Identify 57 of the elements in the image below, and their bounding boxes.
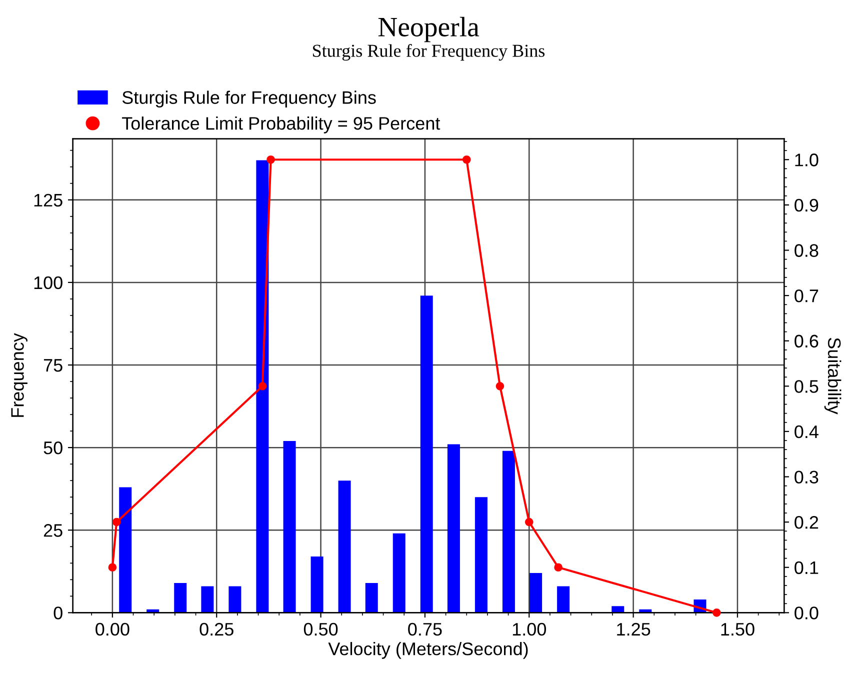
bar bbox=[256, 160, 269, 613]
point bbox=[712, 608, 721, 617]
bar bbox=[201, 586, 214, 613]
point bbox=[554, 563, 562, 572]
bar bbox=[447, 444, 460, 613]
y-tick-label: 25 bbox=[44, 524, 62, 537]
x-tick-label: 1.00 bbox=[512, 622, 546, 636]
y-tick-label: 100 bbox=[34, 276, 62, 290]
y2-tick-label: 0.0 bbox=[794, 606, 818, 620]
y2-tick-label: 0.2 bbox=[794, 516, 818, 529]
x-tick-label: 0.00 bbox=[96, 622, 130, 636]
point bbox=[524, 518, 534, 526]
y2-tick-label: 0.6 bbox=[794, 334, 818, 348]
bar bbox=[310, 556, 324, 613]
y2-tick-label: 0.7 bbox=[794, 289, 818, 302]
point bbox=[112, 518, 121, 526]
y2-tick-label: 0.1 bbox=[794, 561, 818, 574]
x-tick-label: 0.75 bbox=[408, 622, 442, 636]
y2-tick-label: 0.5 bbox=[794, 380, 818, 393]
bar bbox=[283, 440, 296, 613]
point bbox=[108, 563, 117, 572]
chart-subtitle: Sturgis Rule for Frequency Bins bbox=[313, 44, 545, 61]
point bbox=[462, 155, 471, 164]
point bbox=[496, 382, 504, 390]
x-tick-label: 0.25 bbox=[200, 622, 234, 636]
x-tick-label: 1.25 bbox=[617, 622, 650, 636]
x-tick-label: 1.50 bbox=[721, 622, 754, 636]
bar bbox=[502, 450, 515, 613]
bar bbox=[119, 487, 132, 613]
bar bbox=[392, 533, 406, 613]
y-tick-label: 125 bbox=[34, 194, 62, 207]
y2-axis-title: Suitability bbox=[824, 338, 842, 414]
bar bbox=[420, 296, 433, 613]
y-tick-label: 50 bbox=[44, 441, 62, 454]
y2-tick-label: 0.9 bbox=[794, 198, 818, 212]
y-axis-title: Frequency bbox=[11, 333, 28, 417]
point bbox=[266, 155, 275, 164]
bar bbox=[228, 586, 242, 613]
bar bbox=[365, 582, 378, 613]
y-tick-label: 75 bbox=[44, 359, 62, 372]
bar bbox=[530, 573, 542, 613]
bar bbox=[174, 582, 187, 613]
y-tick-label: 0 bbox=[54, 606, 62, 620]
point bbox=[258, 382, 267, 390]
chart-title: Neoperla bbox=[378, 16, 480, 42]
bar bbox=[338, 480, 351, 613]
x-tick-label: 0.50 bbox=[304, 622, 338, 636]
y2-tick-label: 1.0 bbox=[795, 154, 818, 166]
bar bbox=[474, 497, 488, 613]
y2-tick-label: 0.4 bbox=[794, 425, 818, 438]
bar bbox=[612, 606, 624, 613]
legend-label: Sturgis Rule for Frequency Bins bbox=[122, 90, 376, 108]
y2-tick-label: 0.8 bbox=[794, 244, 818, 257]
legend-label: Tolerance Limit Probability = 95 Percent bbox=[122, 116, 440, 134]
y2-tick-label: 0.3 bbox=[794, 470, 818, 484]
bar bbox=[557, 586, 570, 613]
x-axis-title: Velocity (Meters/Second) bbox=[328, 642, 528, 659]
